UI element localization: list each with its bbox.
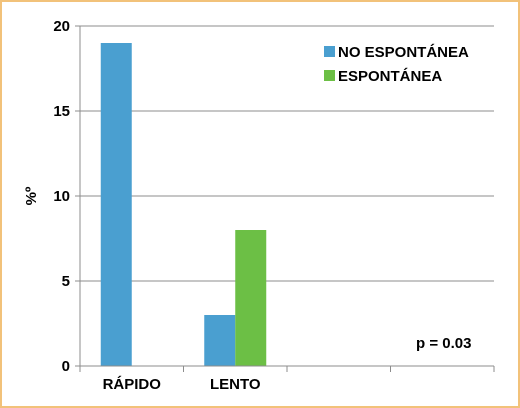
- legend-swatch-no-espontanea: [324, 46, 335, 57]
- x-category-label: LENTO: [210, 376, 261, 393]
- p-value-annotation: p = 0.03: [416, 335, 471, 352]
- y-tick-labels: 0 5 10 15 20: [53, 18, 70, 375]
- legend: NO ESPONTÁNEA ESPONTÁNEA: [324, 44, 469, 85]
- axes: [79, 26, 494, 367]
- y-tick-label: 10: [53, 188, 70, 205]
- gridlines: [75, 25, 495, 372]
- y-axis-label: %º: [23, 186, 40, 205]
- bar-lento-espontánea: [235, 230, 267, 366]
- y-tick-label: 5: [62, 273, 70, 290]
- bar-lento-no-espontánea: [204, 315, 236, 366]
- legend-label-espontanea: ESPONTÁNEA: [338, 68, 442, 85]
- y-tick-label: 0: [62, 358, 70, 375]
- x-category-label: RÁPIDO: [103, 376, 162, 393]
- legend-label-no-espontanea: NO ESPONTÁNEA: [338, 44, 469, 61]
- y-tick-label: 20: [53, 18, 70, 35]
- x-category-labels: RÁPIDO LENTO: [103, 376, 261, 393]
- y-tick-label: 15: [53, 103, 70, 120]
- bars: [100, 43, 267, 366]
- legend-swatch-espontanea: [324, 70, 335, 81]
- bar-rápido-no-espontánea: [100, 43, 132, 366]
